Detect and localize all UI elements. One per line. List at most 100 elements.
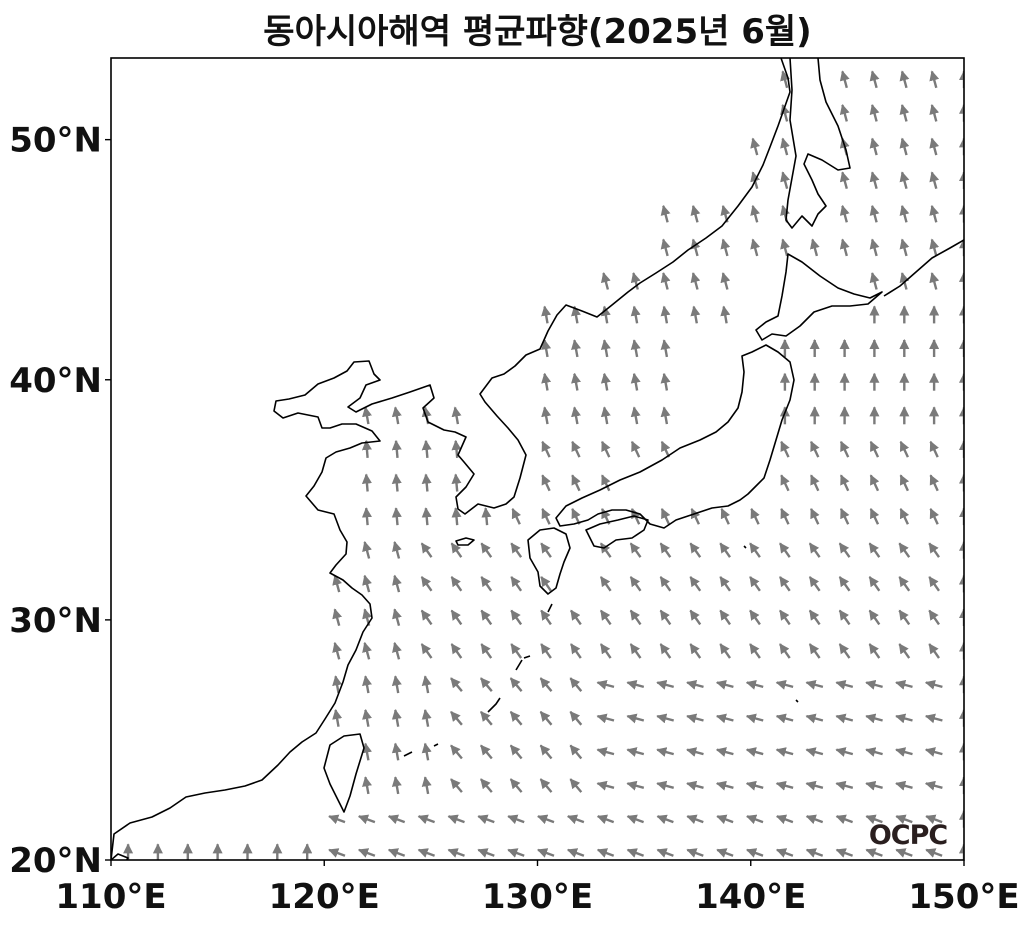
wave-direction-arrow	[626, 780, 645, 791]
wave-direction-arrow	[481, 507, 492, 526]
wave-direction-arrow	[656, 848, 674, 858]
wave-direction-arrow	[690, 305, 701, 324]
wave-direction-arrow	[450, 778, 463, 793]
wave-direction-arrow	[630, 272, 641, 290]
wave-direction-arrow	[362, 406, 372, 425]
wave-direction-arrow	[626, 713, 645, 724]
map-title: 동아시아해역 평균파향(2025년 6월)	[263, 12, 812, 52]
wave-direction-arrow	[629, 576, 642, 592]
wave-direction-arrow	[541, 474, 551, 492]
wave-direction-arrow	[745, 679, 764, 690]
wave-direction-arrow	[450, 609, 463, 626]
wave-direction-arrow	[479, 711, 493, 726]
jeju-coastline	[455, 537, 475, 546]
kyushu-coastline	[527, 527, 571, 595]
wave-direction-arrow	[929, 507, 939, 525]
wave-direction-arrow	[570, 609, 582, 626]
wave-direction-arrow	[865, 747, 883, 757]
continent-coastline	[111, 58, 791, 860]
wave-direction-arrow	[839, 171, 850, 190]
wave-direction-arrow	[929, 137, 940, 156]
wave-direction-arrow	[839, 238, 850, 257]
y-axis-ticks: 20°N 30°N 40°N 50°N	[9, 121, 111, 881]
wave-direction-arrow	[779, 576, 791, 592]
wave-direction-arrow	[629, 643, 642, 659]
wave-direction-arrow	[391, 776, 402, 795]
wave-direction-arrow	[689, 576, 702, 592]
y-tick-label: 50°N	[9, 121, 102, 161]
wave-direction-arrow	[928, 576, 940, 592]
wave-direction-arrow	[600, 406, 611, 425]
wave-direction-arrow	[838, 643, 851, 659]
wave-direction-arrow	[566, 848, 585, 858]
wave-direction-arrow	[569, 744, 583, 760]
wave-direction-arrow	[899, 507, 910, 525]
wave-direction-arrow	[720, 238, 731, 257]
wave-direction-arrow	[421, 675, 432, 694]
wave-direction-arrow	[779, 643, 791, 659]
wave-direction-arrow	[869, 272, 880, 290]
wave-direction-arrow	[362, 776, 372, 795]
wave-direction-arrow	[775, 848, 794, 858]
wave-direction-arrow	[570, 643, 582, 659]
wave-direction-arrow	[780, 440, 790, 458]
wave-direction-arrow	[839, 440, 850, 458]
wave-direction-arrow	[929, 474, 939, 492]
wave-direction-arrow	[898, 542, 911, 558]
wave-direction-arrow	[924, 780, 943, 791]
wave-direction-arrow	[357, 848, 376, 858]
wave-direction-arrow	[420, 609, 433, 626]
wave-direction-arrow	[541, 507, 551, 525]
wave-direction-arrow	[539, 677, 553, 692]
x-axis-ticks: 110°E 120°E 130°E 140°E 150°E	[55, 860, 1020, 917]
wave-direction-arrow	[720, 305, 731, 324]
wave-direction-arrow	[746, 814, 764, 825]
wave-direction-arrow	[810, 474, 820, 492]
wave-direction-arrow	[869, 171, 880, 190]
wave-direction-arrow	[540, 576, 552, 592]
wave-direction-arrow	[750, 507, 760, 525]
wave-direction-arrow	[780, 171, 790, 190]
wave-direction-arrow	[808, 542, 821, 558]
wave-direction-arrow	[421, 776, 432, 795]
wave-direction-arrow	[451, 406, 462, 425]
wave-direction-arrow	[328, 848, 346, 858]
wave-direction-arrow	[480, 609, 493, 626]
wave-direction-arrow	[686, 679, 704, 690]
hokkaido-coastline	[755, 253, 883, 341]
wave-direction-arrow	[537, 848, 555, 858]
wave-direction-arrow	[541, 305, 552, 324]
wave-direction-arrow	[599, 576, 612, 592]
wave-direction-arrow	[865, 814, 883, 825]
wave-direction-arrow	[599, 643, 612, 659]
wave-direction-arrow	[686, 780, 704, 791]
wave-direction-arrow	[869, 137, 880, 156]
wave-direction-arrow	[477, 814, 495, 825]
honshu-coastline	[555, 344, 795, 529]
wave-direction-arrow	[749, 643, 761, 659]
wave-direction-arrow	[600, 339, 611, 358]
wave-direction-arrow	[362, 675, 372, 694]
wave-direction-arrow	[540, 643, 552, 659]
wave-direction-arrow	[808, 576, 821, 592]
wave-direction-arrow	[480, 542, 493, 558]
wave-direction-arrow	[630, 372, 641, 391]
wave-direction-arrow	[745, 780, 764, 791]
wave-direction-arrow	[750, 238, 761, 257]
wave-direction-arrow	[835, 713, 854, 724]
wave-direction-arrow	[898, 576, 911, 592]
wave-direction-arrow	[509, 778, 523, 793]
wave-direction-arrow	[805, 814, 824, 825]
wave-direction-arrow	[745, 747, 764, 757]
wave-direction-arrow	[689, 609, 702, 626]
wave-direction-arrow	[805, 848, 824, 858]
wave-direction-arrow	[899, 137, 910, 156]
wave-direction-arrow	[421, 709, 432, 727]
wave-direction-arrow	[686, 814, 704, 825]
wave-direction-arrow	[509, 677, 523, 692]
wave-direction-arrow	[750, 137, 761, 156]
wave-direction-arrow	[421, 742, 432, 761]
wave-direction-arrow	[450, 744, 463, 760]
wave-direction-arrow	[421, 439, 432, 459]
wave-direction-arrow	[839, 204, 850, 223]
